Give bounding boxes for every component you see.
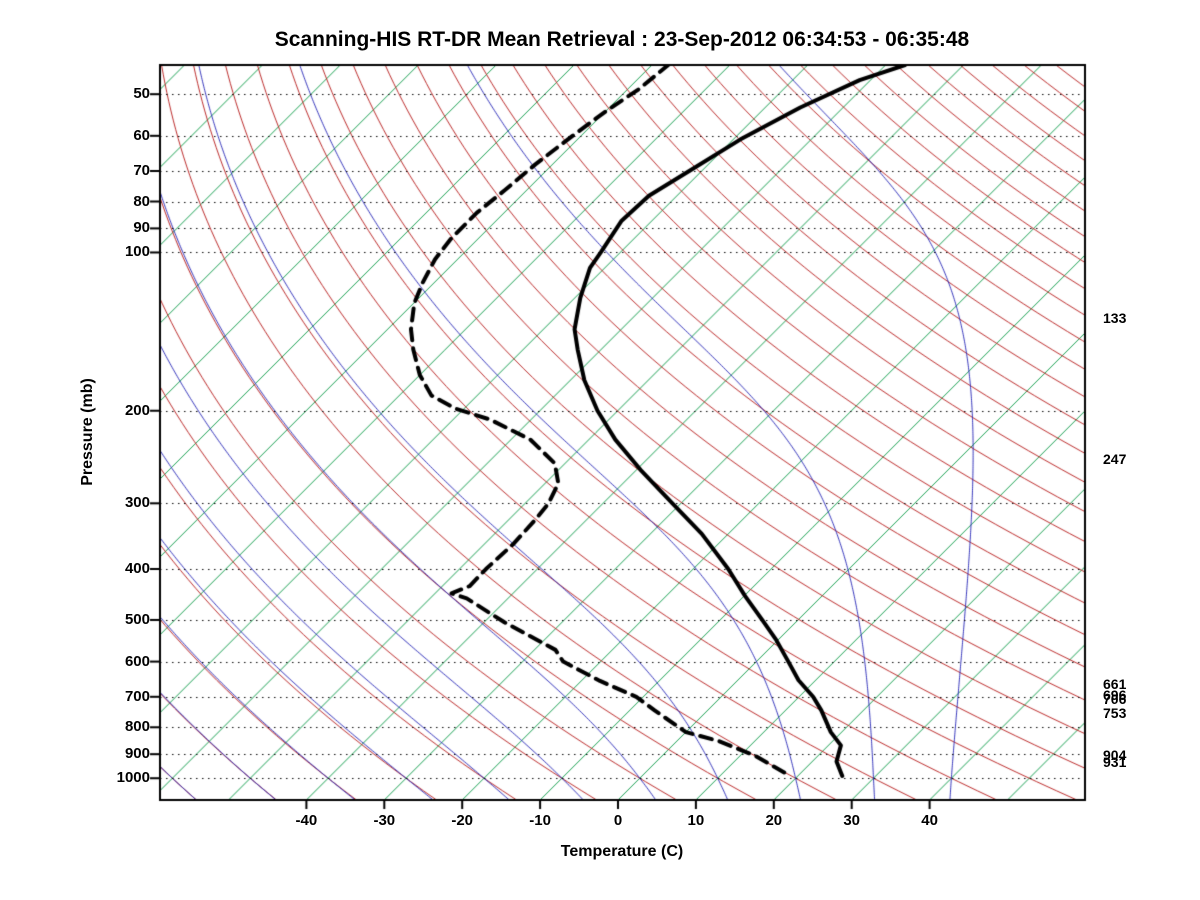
pressure-tick-label: 300: [124, 494, 150, 512]
pressure-tick-label: 700: [124, 687, 150, 705]
right-pressure-label: 696: [1103, 687, 1127, 704]
pressure-tick-label: 90: [133, 219, 150, 237]
temperature-tick-label: -20: [451, 812, 474, 829]
right-pressure-label: 661: [1103, 675, 1127, 692]
pressure-tick-label: 60: [133, 126, 150, 144]
right-pressure-label: 931: [1103, 753, 1127, 770]
right-pressure-label: 706: [1103, 690, 1127, 707]
pressure-tick-label: 900: [124, 745, 150, 763]
pressure-tick-label: 50: [133, 85, 150, 103]
temperature-tick-label: 30: [843, 812, 861, 829]
right-pressure-label: 133: [1103, 309, 1127, 326]
temperature-tick-label: 20: [765, 812, 783, 829]
right-pressure-label: 247: [1103, 450, 1127, 467]
temperature-tick-label: -30: [373, 812, 396, 829]
temperature-tick-label: 40: [921, 812, 938, 829]
x-axis-label: Temperature (C): [560, 843, 684, 860]
pressure-tick-label: 80: [133, 192, 150, 210]
right-pressure-label: 904: [1103, 747, 1127, 764]
temperature-tick-label: 0: [613, 812, 623, 829]
pressure-tick-label: 1000: [116, 769, 150, 787]
temperature-tick-label: -40: [295, 812, 318, 829]
right-pressure-label: 753: [1103, 705, 1127, 722]
pressure-tick-label: 800: [124, 718, 150, 736]
pressure-tick-label: 200: [124, 401, 150, 419]
pressure-tick-label: 70: [133, 162, 150, 180]
y-axis-label: Pressure (mb): [79, 378, 96, 486]
temperature-tick-label: 10: [687, 812, 705, 829]
chart-title: Scanning-HIS RT-DR Mean Retrieval : 23-S…: [274, 28, 970, 51]
pressure-tick-label: 500: [124, 610, 150, 628]
pressure-tick-label: 100: [124, 243, 150, 261]
temperature-tick-label: -10: [529, 812, 551, 829]
pressure-tick-label: 400: [124, 560, 150, 577]
pressure-tick-label: 600: [124, 652, 150, 670]
